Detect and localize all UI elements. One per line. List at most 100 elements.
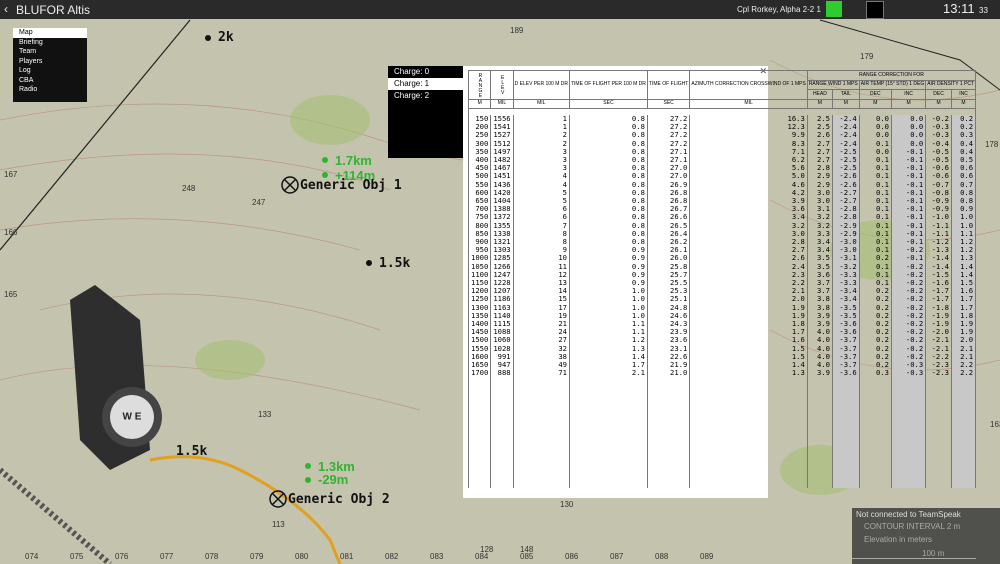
cell: 3	[512, 147, 570, 157]
cell: 25.5	[646, 278, 691, 288]
cell: 27.2	[646, 114, 691, 124]
cell: 1420	[490, 188, 514, 198]
cell: 21	[512, 319, 570, 329]
cell: 1	[512, 122, 570, 132]
cell: -0.1	[890, 180, 927, 189]
cell: 0.3	[950, 131, 977, 140]
menu-item[interactable]: CBA	[19, 76, 34, 84]
cell: 25.1	[646, 295, 691, 304]
cell: 7	[512, 221, 570, 230]
menu-item[interactable]: Map	[13, 28, 87, 38]
filler-cell	[467, 377, 492, 488]
menu-item[interactable]: Log	[19, 67, 31, 74]
cell: 5	[512, 188, 570, 198]
cell: -0.1	[890, 164, 927, 173]
cell: 2.7	[689, 246, 808, 255]
table-row: 250 1527 2 0.8 27.2 9.9 2.6 -2.4 0.0 0.0 -0.3 0.3	[467, 131, 977, 140]
cell: 2.2	[950, 369, 977, 378]
map-label: Generic Obj 2	[288, 492, 390, 507]
table-row: 1450 1088 24 1.1 23.9 1.7 4.0 -3.6 0.2 -0.2 -2.0 1.…	[467, 328, 977, 337]
cell: 1.4	[950, 262, 977, 271]
cell: 26.6	[646, 213, 691, 222]
filler-cell	[490, 377, 514, 488]
cell: -0.1	[890, 196, 927, 206]
table-row: 700 1388 6 0.8 26.7 3.6 3.1 -2.8 0.1 -0.1 -0.9 0.9	[467, 205, 977, 214]
cell: 1.7	[950, 295, 977, 304]
cell: -0.2	[890, 352, 927, 362]
cell: 0.0	[890, 131, 927, 140]
cell: 3.0	[806, 196, 833, 206]
grid-label: 083	[430, 552, 444, 561]
cell: 71	[512, 369, 570, 378]
charge-item[interactable]: Charge: 1	[388, 78, 464, 90]
cell: 3.8	[806, 303, 833, 312]
cell: -0.1	[890, 221, 927, 230]
cell: 1140	[490, 311, 514, 321]
map-label: 1.7km	[335, 153, 372, 168]
map-title: BLUFOR Altis	[16, 3, 91, 17]
unit: SEC	[646, 99, 691, 109]
cell: 9.9	[689, 131, 808, 140]
cell: 0.0	[890, 114, 927, 124]
cell: 1.9	[950, 328, 977, 337]
table-row: 1300 1163 17 1.0 24.8 1.9 3.8 -3.5 0.2 -0.2 -1.8 1.…	[467, 303, 977, 312]
sub-header: AIR DENSITY 1 PCT	[925, 79, 977, 91]
cell: 1.7	[689, 328, 808, 337]
cell: 1.2	[950, 246, 977, 255]
back[interactable]: ‹	[4, 2, 8, 16]
cell: 1060	[490, 336, 514, 345]
menu-item[interactable]: Players	[19, 57, 43, 65]
cell: 0.7	[950, 180, 977, 189]
table-row: 750 1372 6 0.8 26.6 3.4 3.2 -2.8 0.1 -0.1 -1.0 1.0	[467, 213, 977, 222]
color-button[interactable]	[826, 1, 842, 17]
table-row: 1200 1207 14 1.0 25.3 2.1 3.7 -3.4 0.2 -0.2 -1.7 1.…	[467, 287, 977, 296]
cell: 0.2	[950, 122, 977, 132]
table-row: 550 1436 4 0.8 26.9 4.6 2.9 -2.6 0.1 -0.1 -0.7 0.7	[467, 180, 977, 189]
teamspeak-status: Not connected to TeamSpeak	[856, 510, 961, 519]
cell: -0.2	[890, 287, 927, 296]
cell: 24.8	[646, 303, 691, 312]
unit: M	[831, 99, 860, 109]
cell: 1028	[490, 344, 514, 353]
cell: 10	[512, 254, 570, 263]
filler-cell	[568, 377, 648, 488]
cell: 2.5	[806, 114, 833, 124]
column-header: ELEV	[490, 70, 514, 100]
cell: 27.2	[646, 122, 691, 132]
marker-button[interactable]	[866, 1, 884, 19]
cell: 26.8	[646, 196, 691, 206]
cell: 6	[512, 213, 570, 222]
charge-item[interactable]: Charge: 2	[394, 91, 430, 100]
menu-item[interactable]: Briefing	[19, 38, 43, 46]
grid-label: 087	[610, 552, 624, 561]
cell: -0.2	[890, 270, 927, 280]
clock-seconds: 33	[979, 6, 988, 15]
charge-item[interactable]: Charge: 0	[394, 67, 430, 76]
grid-label: 247	[252, 198, 266, 207]
grid-label: 163	[990, 420, 1000, 429]
cell: 3.1	[806, 205, 833, 214]
cell: 4.0	[806, 360, 833, 370]
sub-header: AIR TEMP (15° STD) 1 DEG	[858, 79, 927, 91]
cell: 1207	[490, 287, 514, 296]
grid-label: 085	[520, 552, 534, 561]
cell: 2.7	[806, 155, 833, 165]
cell: 5.6	[689, 164, 808, 173]
cell: 23.6	[646, 336, 691, 345]
cell: 1115	[490, 319, 514, 329]
grid-label: 086	[565, 552, 579, 561]
cell: 2.2	[689, 278, 808, 288]
grid-label: 189	[510, 26, 524, 35]
cell: 23.9	[646, 328, 691, 337]
cell: 0.8	[950, 196, 977, 206]
cell: 27.0	[646, 164, 691, 173]
map-label: -29m	[318, 472, 349, 487]
menu-item[interactable]: Team	[19, 48, 37, 55]
cell: 3.2	[806, 213, 833, 222]
menu-item[interactable]: Radio	[19, 86, 38, 93]
filler	[467, 377, 977, 488]
grid-label: 088	[655, 552, 669, 561]
cell: 3.4	[806, 246, 833, 255]
cell: 1.9	[689, 303, 808, 312]
cell: 0.0	[890, 122, 927, 132]
